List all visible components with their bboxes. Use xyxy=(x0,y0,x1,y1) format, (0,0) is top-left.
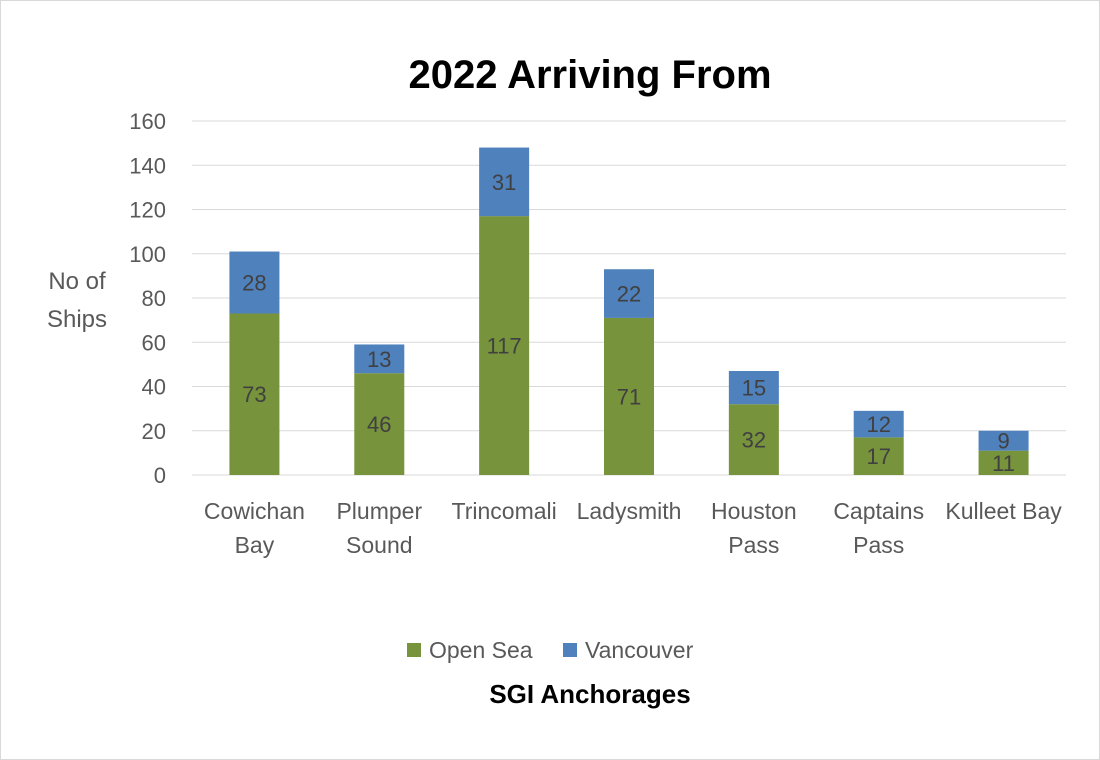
bar-segment xyxy=(604,269,654,318)
bar-segment xyxy=(229,251,280,314)
data-label: 12 xyxy=(866,412,890,437)
legend: Open Sea Vancouver xyxy=(407,637,694,663)
y-axis-label: No of Ships xyxy=(47,268,107,333)
chart-title: 2022 Arriving From xyxy=(408,53,771,97)
data-label: 117 xyxy=(487,334,522,359)
y-tick-label: 80 xyxy=(142,286,166,311)
gridlines xyxy=(192,120,1066,476)
bar-segment xyxy=(479,147,530,217)
y-tick-label: 100 xyxy=(129,242,166,267)
x-tick-label: Trincomali xyxy=(452,498,557,524)
x-tick-label: Kulleet Bay xyxy=(945,498,1062,524)
data-label: 31 xyxy=(492,170,516,195)
bar-segment xyxy=(479,216,530,475)
y-tick-label: 40 xyxy=(142,375,166,400)
x-tick-label: Plumper xyxy=(336,498,422,524)
y-axis-label-line: No of xyxy=(48,268,106,295)
bar-segment xyxy=(978,430,1029,451)
x-axis-label: SGI Anchorages xyxy=(489,679,690,709)
bar-segment xyxy=(604,317,654,475)
data-label: 71 xyxy=(617,384,641,409)
bar-segment xyxy=(354,344,405,374)
data-label: 15 xyxy=(742,376,766,401)
data-label: 32 xyxy=(742,428,766,453)
y-tick-label: 60 xyxy=(142,330,166,355)
y-axis-ticks: 0 20 40 60 80 100 120 140 160 xyxy=(129,109,166,488)
x-tick-label: Pass xyxy=(853,532,904,558)
y-tick-label: 140 xyxy=(129,153,166,178)
x-tick-label: Sound xyxy=(346,532,413,558)
bar-segment xyxy=(229,313,280,475)
x-tick-label: Houston xyxy=(711,498,797,524)
legend-label: Open Sea xyxy=(429,637,533,663)
data-label: 17 xyxy=(866,444,890,469)
x-tick-label: Cowichan xyxy=(204,498,305,524)
data-label: 73 xyxy=(242,382,266,407)
y-tick-label: 20 xyxy=(142,419,166,444)
bar-segment xyxy=(728,404,779,475)
y-tick-label: 120 xyxy=(129,198,166,223)
legend-swatch xyxy=(563,643,577,657)
data-label: 9 xyxy=(997,429,1009,454)
data-label: 22 xyxy=(617,282,641,307)
bar-segment xyxy=(728,371,779,405)
bars xyxy=(229,147,1029,475)
data-label: 46 xyxy=(367,412,391,437)
data-label: 11 xyxy=(992,451,1015,476)
legend-label: Vancouver xyxy=(585,637,694,663)
y-tick-label: 0 xyxy=(154,463,166,488)
x-axis-categories: Cowichan Bay Plumper Sound Trincomali Ladysmi… xyxy=(204,498,1062,558)
x-tick-label: Captains xyxy=(833,498,924,524)
bar-segment xyxy=(978,450,1029,475)
data-labels: 73 28 46 13 117 31 71 22 32 15 17 12 119 xyxy=(242,170,1015,476)
y-axis-label-line: Ships xyxy=(47,306,107,333)
legend-swatch xyxy=(407,643,421,657)
x-tick-label: Ladysmith xyxy=(577,498,682,524)
bar-segment xyxy=(354,373,405,475)
x-tick-label: Pass xyxy=(728,532,779,558)
y-tick-label: 160 xyxy=(129,109,166,134)
bar-segment xyxy=(853,437,904,475)
bar-segment xyxy=(853,410,904,438)
data-label: 13 xyxy=(367,347,391,372)
data-label: 28 xyxy=(242,271,266,296)
x-tick-label: Bay xyxy=(235,532,275,558)
